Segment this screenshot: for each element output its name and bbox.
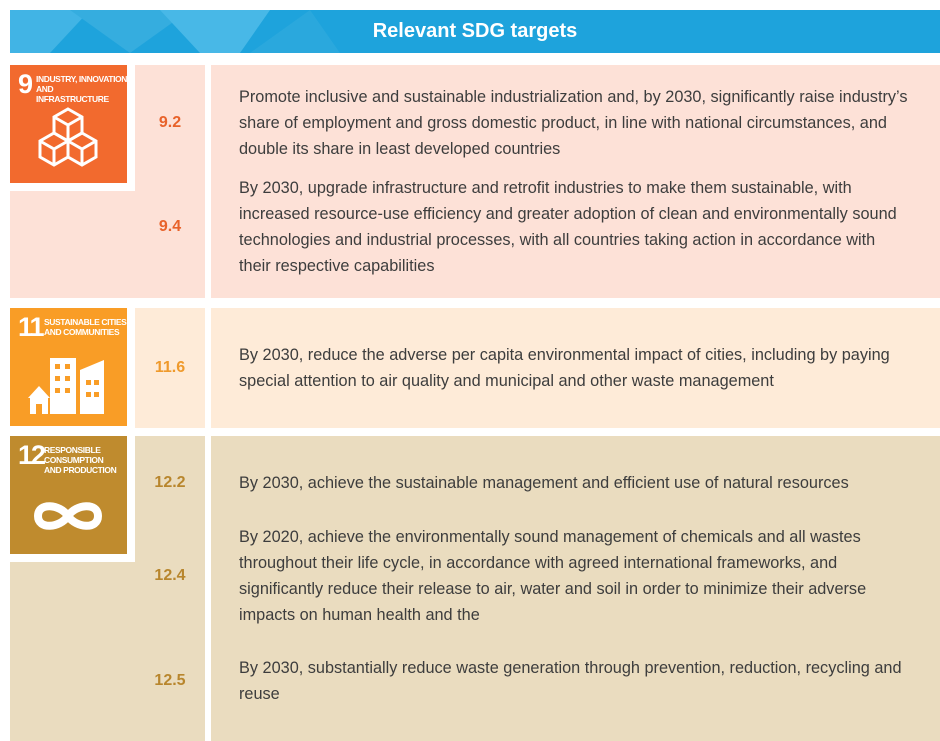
target-text: By 2030, substantially reduce waste gene… xyxy=(239,659,902,704)
target-text: By 2030, reduce the adverse per capita e… xyxy=(239,346,890,390)
goal-number: 11 xyxy=(18,312,45,342)
targets: 9.2 Promote inclusive and sustainable ind… xyxy=(135,65,940,298)
goal-number: 12 xyxy=(18,440,46,470)
goal-label: INDUSTRY, INNOVATION AND INFRASTRUCTURE xyxy=(36,74,127,104)
goal-icon: 9 INDUSTRY, INNOVATION AND INFRASTRUCTURE xyxy=(10,65,135,191)
text-panel xyxy=(211,436,940,741)
sdg-section: 12 RESPONSIBLE CONSUMPTION AND PRODUCTION 12… xyxy=(10,436,940,741)
goal-label-line: AND PRODUCTION xyxy=(44,465,117,475)
header: Relevant SDG targets xyxy=(10,10,940,53)
header-title: Relevant SDG targets xyxy=(372,20,578,42)
target-row: 11.6 By 2030, reduce the adverse per capi… xyxy=(135,342,940,394)
goal-number: 9 xyxy=(18,69,33,99)
target-text: By 2030, upgrade infrastructure and retr… xyxy=(239,179,897,275)
target-text: By 2030, achieve the sustainable managem… xyxy=(239,473,849,492)
target-id: 9.2 xyxy=(158,114,182,131)
target-text: Promote inclusive and sustainable indust… xyxy=(239,88,908,158)
target-id: 9.4 xyxy=(158,218,182,235)
goal-pictogram xyxy=(33,502,103,530)
goal-label-line: CONSUMPTION xyxy=(44,455,104,465)
text-panel xyxy=(211,308,940,428)
target-id: 11.6 xyxy=(154,359,186,376)
goal-label-line: AND INFRASTRUCTURE xyxy=(36,84,109,104)
target-row: 9.4 By 2030, upgrade infrastructure and r… xyxy=(135,175,940,279)
goal-label-line: AND COMMUNITIES xyxy=(44,327,120,337)
target-id: 12.5 xyxy=(154,672,186,690)
sdg-section: 11 SUSTAINABLE CITIES AND COMMUNITIES 11.6 B… xyxy=(10,308,940,434)
targets: 12.2 By 2030, achieve the sustainable man… xyxy=(135,436,940,741)
goal-icon: 11 SUSTAINABLE CITIES AND COMMUNITIES xyxy=(10,308,135,434)
target-row: 9.2 Promote inclusive and sustainable ind… xyxy=(135,84,940,162)
sdg-section: 9 INDUSTRY, INNOVATION AND INFRASTRUCTURE 9… xyxy=(10,65,940,298)
goal-icon: 12 RESPONSIBLE CONSUMPTION AND PRODUCTION xyxy=(10,436,135,562)
goal-pictogram xyxy=(38,107,98,167)
target-row: 12.2 By 2030, achieve the sustainable man… xyxy=(135,470,940,496)
targets: 11.6 By 2030, reduce the adverse per capi… xyxy=(135,308,940,428)
target-row: 12.4 By 2020, achieve the environmentally… xyxy=(135,524,940,628)
text-panel xyxy=(211,65,940,298)
goal-label-line: INDUSTRY, INNOVATION xyxy=(36,74,128,84)
target-row: 12.5 By 2030, substantially reduce waste … xyxy=(135,655,940,707)
goal-pictogram xyxy=(28,358,104,414)
goal-label: SUSTAINABLE CITIES AND COMMUNITIES xyxy=(44,317,127,337)
goal-label-line: RESPONSIBLE xyxy=(44,445,101,455)
header-decoration xyxy=(10,10,340,53)
target-id: 12.2 xyxy=(154,473,186,491)
goal-label: RESPONSIBLE CONSUMPTION AND PRODUCTION xyxy=(44,445,117,475)
goal-label-line: SUSTAINABLE CITIES xyxy=(44,317,127,327)
target-id: 12.4 xyxy=(154,566,186,584)
target-text: By 2020, achieve the environmentally sou… xyxy=(239,527,867,624)
